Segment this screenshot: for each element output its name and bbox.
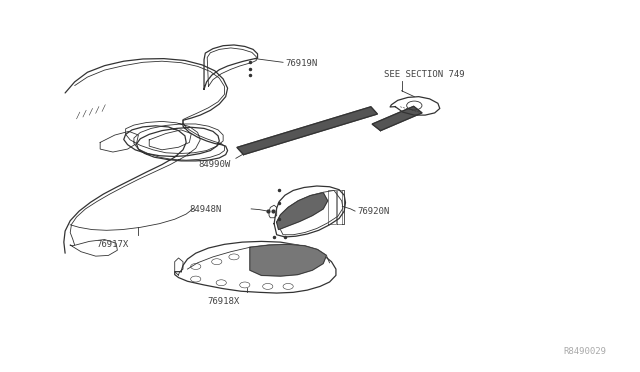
Text: SEE SECTION 749: SEE SECTION 749 [384,70,465,79]
Text: 84990W: 84990W [199,160,231,169]
Text: 84948N: 84948N [189,205,221,214]
Polygon shape [250,244,326,276]
Text: 76918X: 76918X [207,297,239,306]
Polygon shape [372,106,422,131]
Text: 76917X: 76917X [97,240,129,248]
Text: R8490029: R8490029 [564,347,607,356]
Polygon shape [237,107,378,155]
Text: 76919N: 76919N [285,59,317,68]
Polygon shape [276,193,328,230]
Text: 76920N: 76920N [357,207,389,217]
